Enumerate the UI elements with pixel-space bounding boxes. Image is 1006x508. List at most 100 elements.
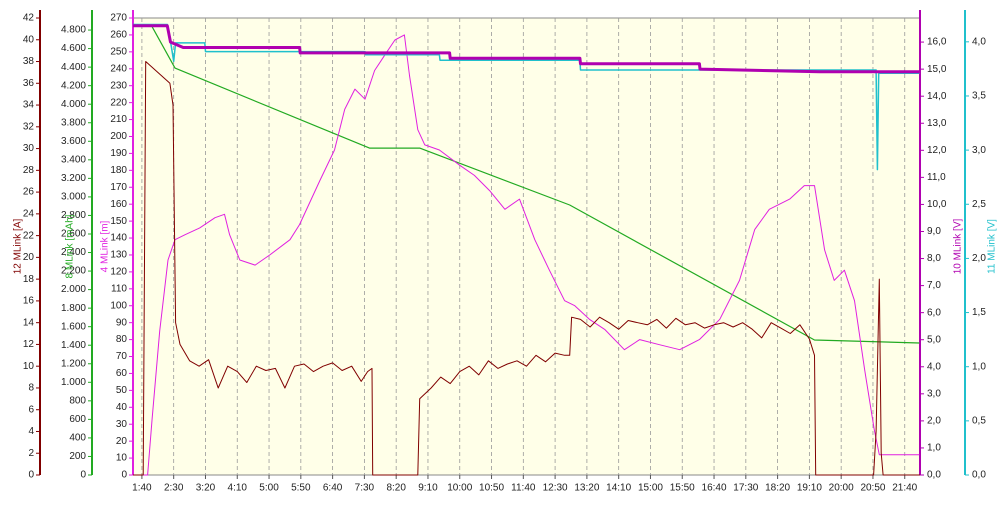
- y-tick-label: 26: [23, 187, 35, 198]
- y-tick-label: 14,0: [927, 91, 947, 102]
- y-tick-label: 2.200: [61, 266, 86, 277]
- y-tick-label: 1,0: [927, 443, 941, 454]
- y-tick-label: 2,0: [972, 253, 986, 264]
- y-tick-label: 130: [110, 250, 127, 261]
- y-tick-label: 220: [110, 97, 127, 108]
- y-tick-label: 0: [80, 470, 86, 481]
- x-tick-label: 2:30: [164, 483, 184, 494]
- y-tick-label: 3,0: [972, 145, 986, 156]
- y-tick-label: 60: [116, 368, 128, 379]
- y-tick-label: 4.400: [61, 62, 86, 73]
- y-tick-label: 3,5: [972, 91, 986, 102]
- y-tick-label: 200: [69, 451, 86, 462]
- y-tick-label: 2.400: [61, 247, 86, 258]
- y-tick-label: 240: [110, 63, 127, 74]
- x-tick-label: 12:30: [543, 483, 568, 494]
- y-tick-label: 250: [110, 46, 127, 57]
- y-tick-label: 0,0: [927, 470, 941, 481]
- x-tick-label: 3:20: [196, 483, 216, 494]
- y-tick-label: 6,0: [927, 307, 941, 318]
- y-tick-label: 1,5: [972, 307, 986, 318]
- y-tick-label: 4,0: [972, 36, 986, 47]
- y-tick-label: 180: [110, 165, 127, 176]
- y-tick-label: 1.000: [61, 377, 86, 388]
- y-tick-label: 22: [23, 230, 35, 241]
- y-tick-label: 2.000: [61, 284, 86, 295]
- series-line: [132, 23, 920, 344]
- y-tick-label: 18: [23, 274, 35, 285]
- x-tick-label: 8:20: [386, 483, 406, 494]
- y-tick-label: 16: [23, 296, 35, 307]
- y-tick-label: 260: [110, 30, 127, 41]
- x-tick-label: 9:10: [418, 483, 438, 494]
- y-tick-label: 30: [116, 419, 128, 430]
- y-axis-title: 11 MLink [V]: [987, 219, 998, 274]
- y-tick-label: 1.800: [61, 303, 86, 314]
- y-axis-title: 12 MLink [A]: [13, 218, 24, 274]
- y-tick-label: 10: [116, 453, 128, 464]
- y-tick-label: 3.200: [61, 173, 86, 184]
- y-tick-label: 2.800: [61, 210, 86, 221]
- x-tick-label: 11:40: [511, 483, 536, 494]
- y-tick-label: 40: [116, 402, 128, 413]
- y-tick-label: 9,0: [927, 226, 941, 237]
- series-line: [133, 61, 920, 476]
- y-tick-label: 3.400: [61, 154, 86, 165]
- x-tick-label: 10:50: [479, 483, 504, 494]
- x-tick-label: 14:10: [606, 483, 631, 494]
- x-tick-label: 20:00: [829, 483, 854, 494]
- y-tick-label: 1.200: [61, 358, 86, 369]
- x-tick-label: 10:00: [447, 483, 472, 494]
- x-tick-label: 21:40: [892, 483, 917, 494]
- x-tick-label: 15:00: [638, 483, 663, 494]
- y-tick-label: 4.800: [61, 25, 86, 36]
- x-tick-label: 19:10: [797, 483, 822, 494]
- y-tick-label: 16,0: [927, 37, 947, 48]
- y-tick-label: 140: [110, 233, 127, 244]
- y-tick-label: 30: [23, 143, 35, 154]
- y-tick-label: 4: [28, 426, 34, 437]
- y-tick-label: 120: [110, 267, 127, 278]
- y-tick-label: 6: [28, 404, 34, 415]
- x-tick-label: 5:00: [259, 483, 279, 494]
- y-tick-label: 28: [23, 165, 35, 176]
- x-tick-label: 4:10: [228, 483, 248, 494]
- y-tick-label: 4.200: [61, 80, 86, 91]
- y-tick-label: 800: [69, 395, 86, 406]
- y-tick-label: 15,0: [927, 64, 947, 75]
- y-tick-label: 0,0: [972, 470, 986, 481]
- y-tick-label: 8,0: [927, 253, 941, 264]
- y-tick-label: 4,0: [927, 361, 941, 372]
- x-tick-label: 13:20: [574, 483, 599, 494]
- y-tick-label: 11,0: [927, 172, 946, 183]
- y-tick-label: 24: [23, 208, 35, 219]
- y-tick-label: 2,0: [927, 416, 941, 427]
- y-axis-title: 10 MLink [V]: [953, 218, 964, 274]
- x-tick-label: 20:50: [860, 483, 885, 494]
- y-tick-label: 14: [23, 317, 35, 328]
- series-line: [133, 34, 920, 476]
- y-tick-label: 38: [23, 56, 35, 67]
- y-tick-label: 4.600: [61, 43, 86, 54]
- y-tick-label: 20: [116, 436, 128, 447]
- y-tick-label: 34: [23, 100, 35, 111]
- y-tick-label: 3.600: [61, 136, 86, 147]
- y-tick-label: 100: [110, 300, 127, 311]
- y-tick-label: 190: [110, 148, 127, 159]
- plot-area: [132, 17, 921, 476]
- y-tick-label: 20: [23, 252, 35, 263]
- y-tick-label: 3,0: [927, 388, 941, 399]
- y-tick-label: 2.600: [61, 229, 86, 240]
- y-tick-label: 110: [111, 283, 127, 294]
- y-tick-label: 200: [110, 131, 127, 142]
- x-tick-label: 16:40: [702, 483, 727, 494]
- series-line: [133, 24, 920, 74]
- y-tick-label: 50: [116, 385, 128, 396]
- y-tick-label: 0: [121, 470, 127, 481]
- y-tick-label: 600: [69, 414, 86, 425]
- y-tick-label: 40: [23, 34, 35, 45]
- y-tick-label: 150: [110, 216, 127, 227]
- y-tick-label: 210: [110, 114, 127, 125]
- y-tick-label: 3.000: [61, 192, 86, 203]
- y-tick-label: 13,0: [927, 118, 947, 129]
